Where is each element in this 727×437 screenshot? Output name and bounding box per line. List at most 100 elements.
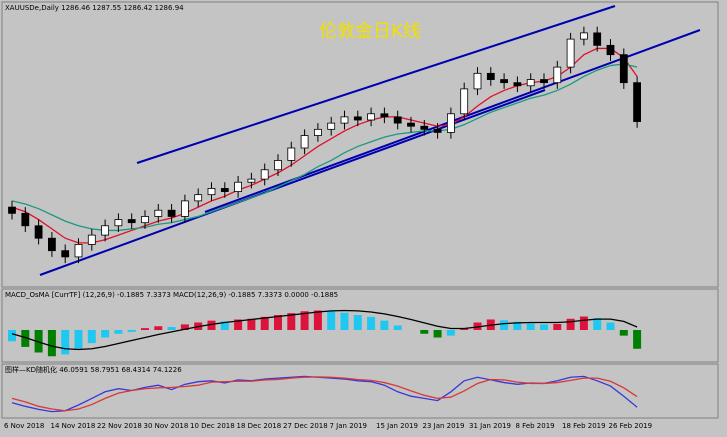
- candle-body: [540, 79, 548, 84]
- macd-bar: [367, 316, 376, 330]
- candle-body: [513, 82, 522, 87]
- macd-bar: [154, 326, 163, 330]
- macd-bar: [300, 311, 309, 330]
- candle-body: [300, 135, 309, 149]
- candle-body: [114, 219, 123, 227]
- moving-average: [11, 63, 638, 232]
- macd-bar: [34, 330, 43, 353]
- macd-bar: [180, 324, 189, 330]
- candle-body: [8, 206, 16, 214]
- macd-bar: [234, 319, 243, 330]
- candle-body: [633, 82, 641, 122]
- macd-bar: [433, 330, 442, 338]
- candle-body: [234, 181, 243, 192]
- macd-bar: [513, 321, 522, 330]
- candle-body: [566, 38, 575, 68]
- macd-bar: [393, 325, 402, 330]
- x-tick-label: 31 Jan 2019: [469, 422, 511, 430]
- candle-body: [526, 79, 535, 87]
- channel-line: [136, 5, 616, 164]
- candle-body: [580, 32, 588, 40]
- candle-body: [21, 212, 30, 227]
- macd-bar: [220, 321, 229, 330]
- macd-bar: [47, 330, 56, 357]
- macd-bar: [566, 318, 575, 330]
- candle-body: [420, 125, 429, 130]
- macd-bar: [633, 330, 642, 349]
- macd-bar: [101, 330, 110, 338]
- macd-bar: [8, 330, 16, 342]
- candle-body: [446, 113, 455, 133]
- candle-body: [154, 209, 163, 217]
- candle-body: [593, 32, 602, 46]
- macd-bar: [61, 330, 70, 355]
- candle-body: [207, 188, 216, 196]
- kd-line: [11, 376, 638, 412]
- candle-body: [260, 169, 269, 180]
- macd-bar: [526, 323, 535, 330]
- macd-bar: [420, 330, 429, 334]
- macd-line: [11, 309, 638, 351]
- x-tick-label: 26 Feb 2019: [609, 422, 653, 430]
- macd-bar: [579, 316, 588, 330]
- macd-bar: [553, 324, 562, 330]
- macd-panel: [1, 288, 719, 363]
- macd-bar: [141, 328, 149, 330]
- candle-body: [127, 219, 136, 224]
- x-tick-label: 23 Jan 2019: [423, 422, 465, 430]
- x-tick-label: 8 Feb 2019: [516, 422, 555, 430]
- x-tick-label: 6 Nov 2018: [4, 422, 44, 430]
- x-tick-label: 18 Dec 2018: [237, 422, 282, 430]
- candle-body: [61, 250, 70, 258]
- candle-body: [287, 147, 296, 161]
- macd-bar: [606, 322, 615, 330]
- macd-bar: [540, 324, 548, 330]
- candle-body: [340, 116, 349, 124]
- macd-bar: [260, 316, 269, 330]
- candle-body: [327, 122, 336, 130]
- macd-bar: [593, 318, 602, 330]
- macd-bar: [21, 330, 30, 347]
- macd-bar: [274, 315, 282, 330]
- kd-panel: [1, 363, 719, 419]
- candle-body: [194, 194, 203, 202]
- candle-body: [74, 244, 83, 258]
- macd-bar: [313, 310, 322, 330]
- macd-bar: [114, 330, 123, 334]
- macd-bar: [500, 320, 509, 330]
- candle-body: [460, 88, 469, 115]
- candle-body: [353, 116, 362, 121]
- candle-body: [167, 209, 176, 217]
- macd-bar: [207, 320, 216, 330]
- candle-body: [247, 178, 256, 183]
- channel-line: [39, 89, 546, 276]
- macd-bar: [74, 330, 83, 349]
- main-panel: [1, 1, 719, 288]
- candle-body: [101, 225, 109, 236]
- macd-bar: [287, 313, 296, 330]
- macd-bar: [340, 312, 349, 330]
- x-tick-label: 30 Nov 2018: [144, 422, 189, 430]
- kd-label: 图样—KD随机化 46.0591 58.7951 68.4314 74.1226: [5, 365, 182, 374]
- candle-body: [486, 72, 495, 80]
- candle-body: [48, 237, 56, 252]
- candle-body: [606, 44, 615, 56]
- candle-body: [274, 160, 282, 171]
- x-tick-label: 22 Nov 2018: [97, 422, 142, 430]
- candle-body: [220, 188, 229, 192]
- candle-body: [180, 200, 189, 217]
- macd-label: MACD_OsMA [CurrTF] (12,26,9) -0.1885 7.3…: [5, 291, 338, 299]
- price-label: XAUUSDe,Daily 1286.46 1287.55 1286.42 12…: [5, 4, 184, 12]
- macd-bar: [247, 318, 256, 330]
- x-tick-label: 7 Jan 2019: [330, 422, 368, 430]
- candle-body: [313, 128, 322, 136]
- candle-body: [34, 225, 43, 239]
- candle-body: [500, 79, 509, 84]
- candle-body: [141, 216, 149, 224]
- candle-body: [367, 113, 376, 121]
- macd-bar: [619, 330, 628, 336]
- x-tick-label: 27 Dec 2018: [283, 422, 328, 430]
- macd-bar: [127, 330, 136, 332]
- candle-body: [87, 234, 96, 245]
